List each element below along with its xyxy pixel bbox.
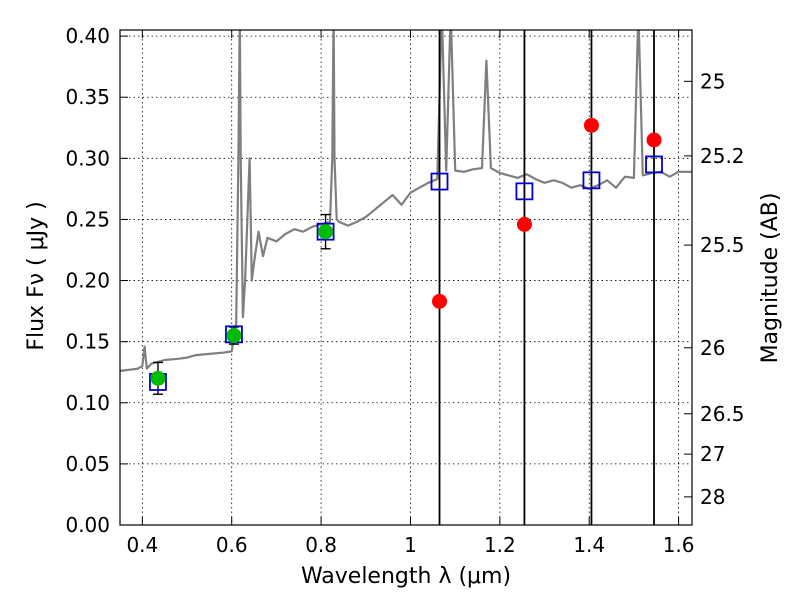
observed-optical-point [150,370,166,386]
y2-tick-label: 26 [700,336,725,360]
observed-nir-point [516,216,532,232]
y2-tick-label: 27 [700,442,725,466]
y-tick-label: 0.20 [65,269,110,293]
model-point [515,182,534,201]
x-tick-label: 1.4 [573,533,605,557]
y-tick-label: 0.05 [65,452,110,476]
observed-optical-point [226,328,242,344]
y2-axis-label: Magnitude (AB) [758,193,783,364]
y2-tick-label: 28 [700,485,725,509]
x-tick-label: 1.6 [663,533,695,557]
y-axis-label: Flux Fν ( μJy ) [24,201,49,350]
observed-nir-point [646,132,662,148]
observed-nir-point [432,293,448,309]
x-tick-label: 1 [404,533,417,557]
x-axis-label: Wavelength λ (μm) [301,564,511,589]
model-point [430,172,449,191]
y2-tick-label: 26.5 [700,402,745,426]
y-tick-label: 0.30 [65,146,110,170]
data-layer [120,30,692,525]
model-point [582,171,601,190]
x-tick-label: 1.2 [484,533,516,557]
model-point [316,222,335,241]
plot-background [120,30,692,525]
y2-tick-label: 25 [700,69,725,93]
tick-layer: 0.4 0.6 0.8 1 1.2 1.4 1.6 0.00 0.05 0.10 0.15 0.20 0… [65,24,744,557]
y-tick-label: 0.40 [65,24,110,48]
y-tick-label: 0.00 [65,513,110,537]
grid-layer [120,30,692,526]
y-tick-label: 0.25 [65,207,110,231]
y-tick-label: 0.10 [65,391,110,415]
observed-optical-point [318,224,334,240]
model-point [645,155,663,174]
y-tick-label: 0.35 [65,85,110,109]
y2-tick-label: 25.5 [700,233,745,257]
y-tick-label: 0.15 [65,330,110,354]
y2-tick-label: 25.2 [700,144,745,168]
observed-nir-point [583,117,599,133]
x-tick-label: 0.4 [126,533,158,557]
x-tick-label: 0.8 [305,533,337,557]
plot-frame [119,29,693,526]
x-tick-label: 0.6 [216,533,248,557]
